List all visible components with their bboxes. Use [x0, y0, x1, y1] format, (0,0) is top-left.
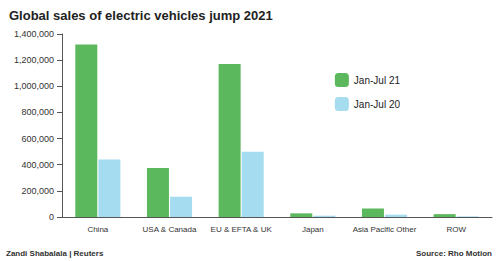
svg-text:EU & EFTA & UK: EU & EFTA & UK — [211, 225, 273, 234]
svg-text:800,000: 800,000 — [21, 107, 54, 117]
svg-text:1,200,000: 1,200,000 — [14, 55, 54, 65]
svg-text:USA & Canada: USA & Canada — [143, 225, 197, 234]
svg-text:400,000: 400,000 — [21, 160, 54, 170]
svg-text:ROW: ROW — [446, 225, 466, 234]
svg-text:600,000: 600,000 — [21, 134, 54, 144]
svg-text:Global sales of electric vehic: Global sales of electric vehicles jump 2… — [9, 8, 273, 23]
svg-text:Asia Pacific Other: Asia Pacific Other — [353, 225, 417, 234]
svg-text:Japan: Japan — [302, 225, 324, 234]
svg-text:Source: Rho Motion: Source: Rho Motion — [416, 249, 492, 258]
svg-text:Jan-Jul 20: Jan-Jul 20 — [354, 99, 401, 110]
svg-text:200,000: 200,000 — [21, 186, 54, 196]
svg-text:1,000,000: 1,000,000 — [14, 81, 54, 91]
svg-text:China: China — [87, 225, 108, 234]
svg-text:0: 0 — [49, 212, 54, 222]
svg-text:Zandi Shabalala | Reuters: Zandi Shabalala | Reuters — [6, 249, 104, 258]
svg-text:Jan-Jul 21: Jan-Jul 21 — [354, 75, 401, 86]
svg-text:1,400,000: 1,400,000 — [14, 29, 54, 39]
